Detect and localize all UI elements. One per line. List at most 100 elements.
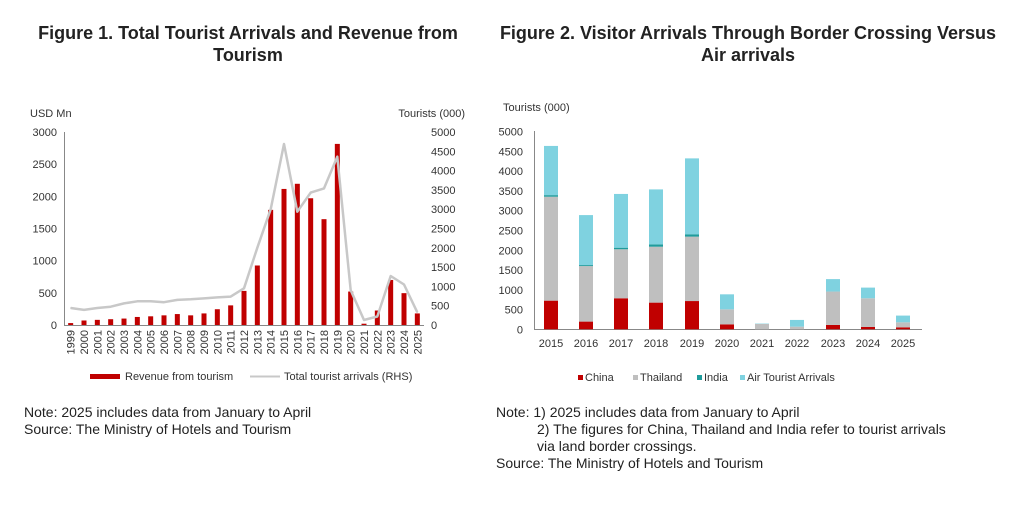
figure2-legend-label: Air Tourist Arrivals bbox=[747, 372, 835, 384]
figure1-x-tick-label: 2024 bbox=[399, 330, 411, 354]
figure1-arrivals-point bbox=[323, 187, 325, 189]
figure2-bar-india bbox=[649, 244, 663, 247]
figure2-legend-swatch bbox=[578, 375, 583, 380]
figure1-left-tick-label: 500 bbox=[39, 288, 57, 300]
figure1-x-tick-label: 2001 bbox=[92, 330, 104, 354]
figure1-x-tick-label: 2000 bbox=[79, 330, 91, 354]
figure2-bar-china bbox=[579, 321, 593, 330]
figure2-bar-air-tourist-arrivals bbox=[896, 315, 910, 323]
figure1-revenue-bar bbox=[334, 143, 340, 325]
figure1-x-tick-label: 2017 bbox=[306, 330, 318, 354]
figure1-right-tick-label: 2500 bbox=[431, 224, 455, 236]
figure2-bar-india bbox=[544, 195, 558, 197]
figure2-y-tick-label: 2000 bbox=[499, 245, 523, 257]
figure1-revenue-bar bbox=[241, 290, 247, 325]
figure2-x-tick-label: 2022 bbox=[785, 338, 809, 350]
figure2-y-tick-label: 2500 bbox=[499, 226, 523, 238]
figure1-revenue-bar bbox=[281, 188, 287, 325]
figure2-bar-thailand bbox=[614, 249, 628, 299]
figure1-left-tick-label: 2500 bbox=[33, 159, 57, 171]
figure2-bar-india bbox=[685, 234, 699, 237]
figure2-chart: Tourists (000) 0 500 1000 1500 2000 2500 3000 3… bbox=[499, 102, 922, 384]
figure2-y-tick-label: 1000 bbox=[499, 285, 523, 297]
figure2-x-tick-label: 2023 bbox=[821, 338, 845, 350]
figure2-bar-air-tourist-arrivals bbox=[544, 145, 558, 196]
figure2-legend-swatch bbox=[633, 375, 638, 380]
figure1-arrivals-point bbox=[123, 302, 125, 304]
figure2-bar-air-tourist-arrivals bbox=[861, 287, 875, 299]
figure1-left-tick-label: 0 bbox=[51, 320, 57, 332]
figure1-arrivals-point bbox=[163, 301, 165, 303]
figure1-revenue-bar bbox=[148, 316, 154, 325]
figure1-revenue-bar bbox=[308, 198, 314, 325]
figure1-arrivals-point bbox=[96, 307, 98, 309]
figure2-note-2: 2) The figures for China, Thailand and I… bbox=[537, 421, 946, 437]
figure2-legend-label: India bbox=[704, 372, 729, 384]
figure1-revenue-bar bbox=[108, 319, 114, 325]
figure2-bar-thailand bbox=[861, 298, 875, 327]
figure2-bar-china bbox=[544, 300, 558, 330]
figure1-x-tick-label: 2016 bbox=[292, 330, 304, 354]
figure1-x-tick-label: 2009 bbox=[199, 330, 211, 354]
figure1-x-tick-label: 2018 bbox=[319, 330, 331, 354]
figure1-right-tick-label: 2000 bbox=[431, 243, 455, 255]
figure2-x-tick-label: 2018 bbox=[644, 338, 668, 350]
figure1-right-axis-label: Tourists (000) bbox=[398, 108, 465, 120]
figure2-bar-air-tourist-arrivals bbox=[720, 294, 734, 310]
figure2-bar-thailand bbox=[896, 322, 910, 328]
figure1-arrivals-point bbox=[270, 208, 272, 210]
figure1-title: Figure 1. Total Tourist Arrivals and Rev… bbox=[38, 23, 458, 65]
figure2-bar-thailand bbox=[755, 323, 769, 330]
figure1-left-tick-label: 2000 bbox=[33, 191, 57, 203]
figure1-x-tick-label: 1999 bbox=[66, 330, 78, 354]
figure2-bar-china bbox=[649, 302, 663, 330]
figure2-y-tick-label: 3000 bbox=[499, 206, 523, 218]
figure1-revenue-bar bbox=[161, 315, 167, 325]
figure1-right-tick-label: 1000 bbox=[431, 281, 455, 293]
figure2-bar-india bbox=[614, 247, 628, 250]
figure2-x-tick-label: 2017 bbox=[609, 338, 633, 350]
figure2-bar-thailand bbox=[544, 196, 558, 301]
figure2-legend-label: China bbox=[585, 372, 615, 384]
figure2-bar-air-tourist-arrivals bbox=[649, 189, 663, 245]
figure1-arrivals-point bbox=[403, 283, 405, 286]
figure1-x-tick-label: 2003 bbox=[119, 330, 131, 354]
figure1-arrivals-point bbox=[243, 287, 245, 289]
figure1-arrivals-point bbox=[363, 319, 365, 321]
figure1-arrivals-point bbox=[110, 306, 112, 308]
figure1-x-tick-label: 2011 bbox=[226, 330, 238, 354]
figure2-legend-swatch bbox=[740, 375, 745, 380]
figure1-revenue-bar bbox=[254, 265, 260, 325]
figure1-x-tick-label: 2013 bbox=[252, 330, 264, 354]
figure2-bar-air-tourist-arrivals bbox=[790, 319, 804, 327]
figure2-bar-china bbox=[896, 327, 910, 330]
figure1-revenue-bar bbox=[414, 313, 420, 325]
figure2-legend-swatch bbox=[697, 375, 702, 380]
figure1-x-tick-label: 2010 bbox=[212, 330, 224, 354]
figure2-x-tick-label: 2021 bbox=[750, 338, 774, 350]
figure1-arrivals-point bbox=[283, 143, 285, 145]
figure2-y-tick-label: 500 bbox=[505, 305, 523, 317]
figure1-arrivals-point bbox=[190, 298, 192, 300]
figure1-revenue-bar bbox=[174, 314, 180, 325]
figure1-x-tick-label: 2020 bbox=[346, 330, 358, 354]
figure1-arrivals-point bbox=[70, 307, 72, 309]
figure1-chart: USD Mn Tourists (000) 0 500 1000 1500 2000 25… bbox=[30, 108, 465, 383]
figure2-bar-china bbox=[614, 298, 628, 330]
figure2-y-tick-label: 0 bbox=[517, 324, 523, 336]
figure2-note-3: via land border crossings. bbox=[537, 438, 697, 454]
figure1-arrivals-point bbox=[176, 299, 178, 301]
figure1-revenue-bar bbox=[348, 291, 354, 325]
figure1-arrivals-point bbox=[136, 300, 138, 302]
figure1-revenue-bar bbox=[321, 219, 327, 325]
figure2-bar-air-tourist-arrivals bbox=[579, 215, 593, 266]
figure1-right-tick-label: 5000 bbox=[431, 127, 455, 139]
figure1-arrivals-point bbox=[350, 289, 352, 291]
figure1-revenue-bar bbox=[121, 318, 127, 325]
figure1-revenue-bar bbox=[388, 279, 394, 325]
figure2-y-tick-label: 3500 bbox=[499, 186, 523, 198]
figure1-arrivals-point bbox=[150, 300, 152, 302]
figure2-bar-china bbox=[861, 326, 875, 330]
figure2-note-1: Note: 1) 2025 includes data from January… bbox=[496, 404, 800, 420]
figure2-x-tick-label: 2024 bbox=[856, 338, 880, 350]
